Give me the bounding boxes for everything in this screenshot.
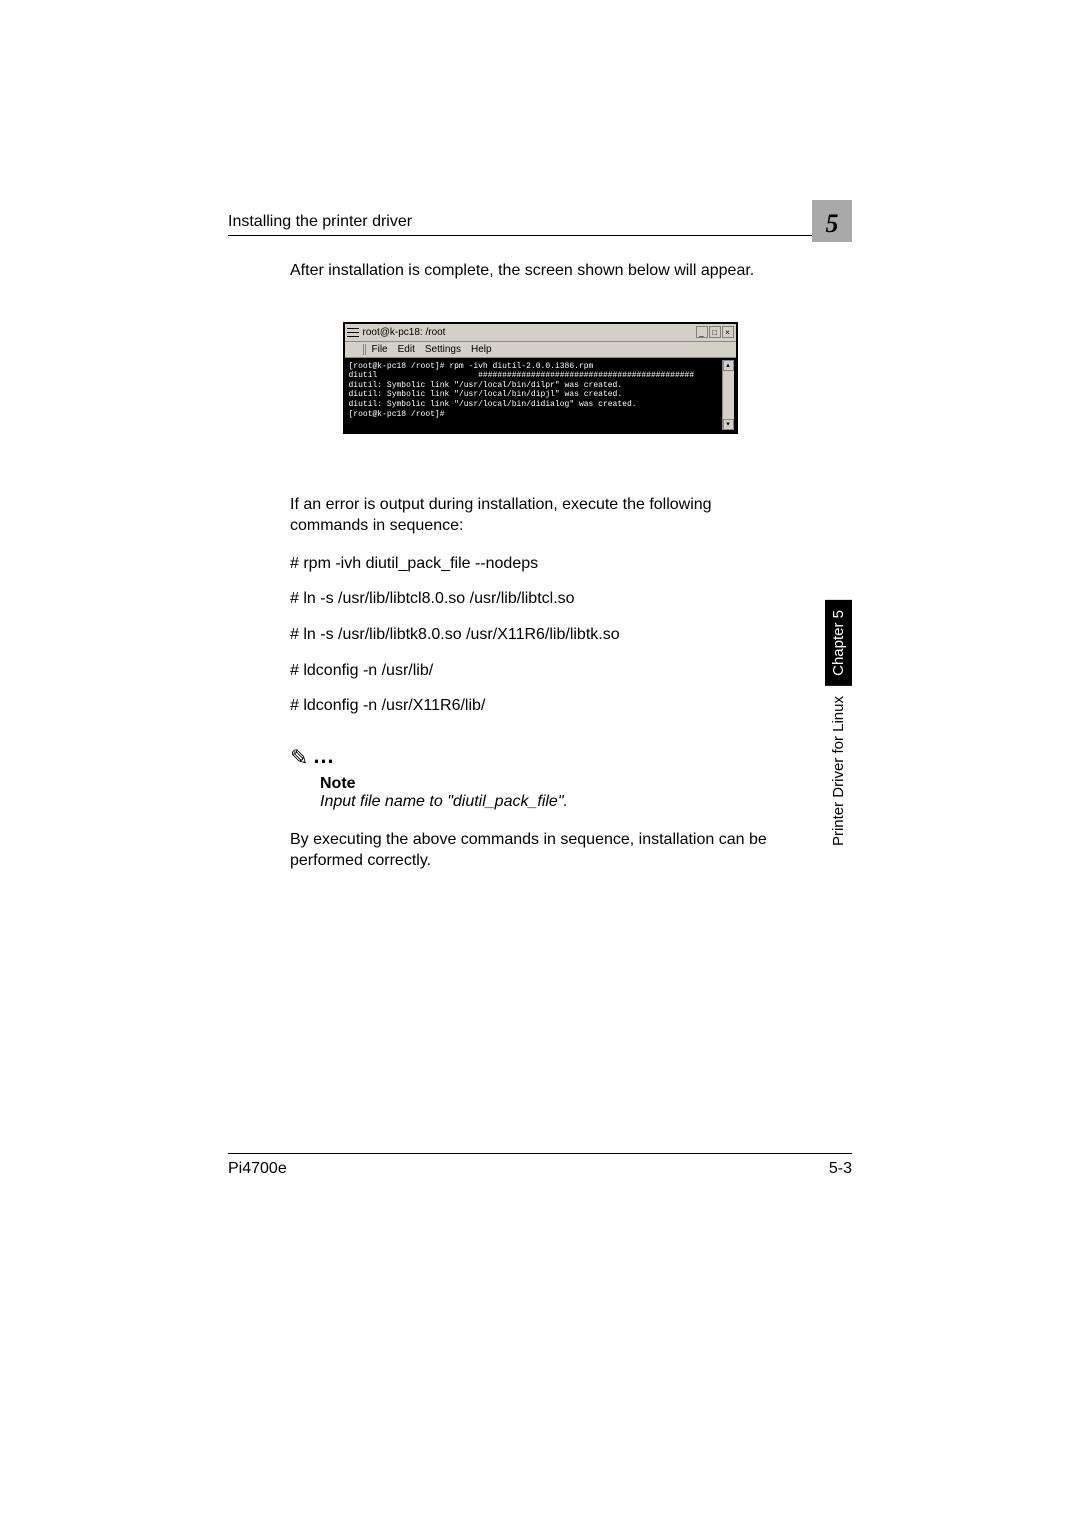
side-section-label: Printer Driver for Linux — [830, 696, 847, 846]
terminal-window: root@k-pc18: /root _ □ × File Edit Setti… — [343, 322, 738, 434]
window-menu-icon — [347, 326, 359, 338]
footer-page-number: 5-3 — [829, 1160, 852, 1178]
page-header: Installing the printer driver — [228, 213, 852, 236]
terminal-title-text: root@k-pc18: /root — [363, 327, 696, 338]
term-line: diutil: Symbolic link "/usr/local/bin/di… — [349, 381, 623, 390]
chapter-number: 5 — [826, 209, 839, 239]
terminal-output: [root@k-pc18 /root]# rpm -ivh diutil-2.0… — [347, 360, 722, 430]
scroll-down-icon[interactable]: ▾ — [723, 419, 734, 430]
command-line: # ln -s /usr/lib/libtcl8.0.so /usr/lib/l… — [290, 588, 790, 610]
footer-model: Pi4700e — [228, 1160, 287, 1178]
menu-edit[interactable]: Edit — [398, 344, 415, 355]
error-paragraph: If an error is output during installatio… — [290, 494, 790, 537]
terminal-body-wrap: [root@k-pc18 /root]# rpm -ivh diutil-2.0… — [345, 357, 736, 432]
command-line: # rpm -ivh diutil_pack_file --nodeps — [290, 553, 790, 575]
document-page: Installing the printer driver 5 After in… — [0, 0, 1080, 1528]
command-list: # rpm -ivh diutil_pack_file --nodeps # l… — [290, 553, 790, 717]
command-line: # ln -s /usr/lib/libtk8.0.so /usr/X11R6/… — [290, 624, 790, 646]
term-line: diutil #################################… — [349, 371, 695, 380]
maximize-button[interactable]: □ — [709, 326, 721, 338]
terminal-scrollbar[interactable]: ▴ ▾ — [722, 360, 734, 430]
window-buttons: _ □ × — [696, 326, 734, 338]
minimize-button[interactable]: _ — [696, 326, 708, 338]
term-line: [root@k-pc18 /root]# rpm -ivh diutil-2.0… — [349, 362, 594, 371]
terminal-menubar: File Edit Settings Help — [345, 342, 736, 357]
page-footer: Pi4700e 5-3 — [228, 1153, 852, 1178]
term-line: [root@k-pc18 /root]# — [349, 410, 445, 419]
chapter-number-badge: 5 — [812, 200, 852, 242]
command-line: # ldconfig -n /usr/X11R6/lib/ — [290, 695, 790, 717]
menu-file[interactable]: File — [372, 344, 388, 355]
closing-paragraph: By executing the above commands in seque… — [290, 829, 790, 872]
term-line: diutil: Symbolic link "/usr/local/bin/di… — [349, 390, 623, 399]
note-dots: … — [312, 743, 336, 769]
term-line: diutil: Symbolic link "/usr/local/bin/di… — [349, 400, 637, 409]
intro-paragraph: After installation is complete, the scre… — [290, 260, 790, 282]
note-icon-row: ✎ … — [290, 745, 790, 771]
side-chapter-label: Chapter 5 — [825, 600, 852, 686]
note-label: Note — [320, 775, 790, 793]
command-line: # ldconfig -n /usr/lib/ — [290, 660, 790, 682]
note-text: Input file name to "diutil_pack_file". — [320, 793, 790, 811]
terminal-titlebar: root@k-pc18: /root _ □ × — [345, 324, 736, 342]
close-button[interactable]: × — [722, 326, 734, 338]
scroll-up-icon[interactable]: ▴ — [723, 360, 734, 371]
section-title: Installing the printer driver — [228, 213, 412, 231]
menu-help[interactable]: Help — [471, 344, 492, 355]
menu-settings[interactable]: Settings — [425, 344, 461, 355]
page-content: After installation is complete, the scre… — [290, 260, 790, 888]
note-block: ✎ … Note Input file name to "diutil_pack… — [290, 745, 790, 811]
pencil-icon: ✎ — [290, 745, 308, 771]
side-tab: Chapter 5 Printer Driver for Linux — [825, 600, 852, 846]
terminal-menu-items: File Edit Settings Help — [363, 344, 492, 355]
